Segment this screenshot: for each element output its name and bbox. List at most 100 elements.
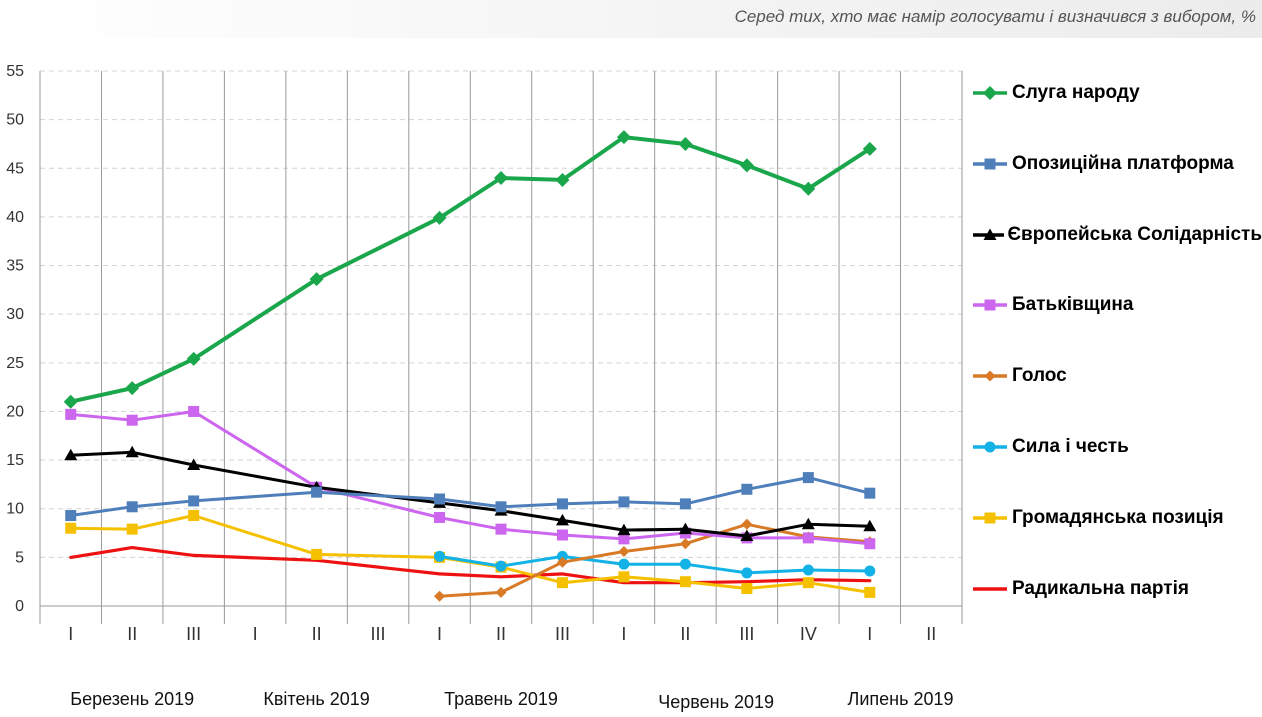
legend-swatch — [973, 512, 1007, 524]
x-tick-label: II — [127, 624, 137, 644]
data-point — [126, 414, 138, 426]
legend-swatch-marker — [984, 158, 996, 170]
data-point — [741, 518, 753, 530]
data-point — [740, 529, 754, 541]
data-point — [863, 519, 877, 532]
legend-swatch — [973, 586, 1007, 591]
data-point — [616, 130, 631, 145]
grid — [39, 70, 963, 624]
legend-label: Опозиційна платформа — [1012, 152, 1234, 174]
y-tick-label: 50 — [6, 112, 24, 129]
data-point — [801, 517, 815, 530]
series-layer — [63, 130, 877, 602]
x-tick-label: I — [621, 624, 626, 644]
data-point — [434, 511, 446, 523]
x-tick-label: III — [186, 624, 201, 644]
series-line — [69, 514, 872, 594]
data-point — [434, 590, 446, 602]
data-point — [556, 529, 568, 541]
data-point — [618, 496, 630, 508]
data-point — [802, 532, 814, 544]
x-tick-label: I — [68, 624, 73, 644]
legend-item: Слуга народу — [972, 78, 1262, 108]
legend-swatch-marker — [984, 441, 996, 453]
series-line — [69, 450, 872, 538]
data-point — [65, 408, 77, 420]
data-point — [434, 550, 446, 562]
data-point — [679, 498, 691, 510]
x-tick-label: III — [371, 624, 386, 644]
x-tick-label: I — [253, 624, 258, 644]
legend-item: Громадянська позиція — [972, 503, 1262, 533]
data-point — [125, 445, 139, 458]
x-tick-label: II — [312, 624, 322, 644]
data-point — [495, 560, 507, 572]
data-point — [556, 556, 568, 568]
data-point — [618, 571, 630, 583]
data-point — [555, 513, 569, 526]
legend-swatch — [973, 299, 1007, 311]
data-point — [801, 181, 816, 196]
data-point — [187, 458, 201, 470]
data-point — [802, 472, 814, 484]
x-tick-label: II — [926, 624, 936, 644]
data-point — [678, 136, 693, 151]
legend-label: Громадянська позиція — [1012, 506, 1224, 528]
legend-label: Європейська Солідарність — [1007, 223, 1262, 245]
data-point — [495, 501, 507, 513]
data-point — [679, 538, 691, 550]
data-point — [678, 522, 692, 535]
data-point — [618, 558, 630, 570]
series-line — [69, 410, 872, 546]
month-label: Червень 2019 — [658, 692, 774, 712]
series-Європейська Солідарність — [64, 445, 877, 541]
data-point — [188, 405, 200, 417]
legend-label: Батьківщина — [1012, 294, 1134, 316]
month-label: Квітень 2019 — [263, 689, 369, 709]
legend-swatch-marker — [984, 299, 996, 311]
y-tick-label: 35 — [6, 258, 24, 275]
data-point — [65, 522, 77, 534]
data-point — [741, 567, 753, 579]
legend-swatch — [973, 158, 1007, 170]
data-point — [679, 576, 691, 588]
data-point — [741, 582, 753, 594]
month-label: Травень 2019 — [444, 689, 558, 709]
data-point — [802, 577, 814, 589]
legend-label: Голос — [1012, 365, 1067, 387]
legend-label: Слуга народу — [1012, 82, 1140, 103]
y-tick-label: 10 — [6, 501, 24, 518]
subtitle-band — [0, 0, 1262, 38]
data-point — [188, 495, 200, 507]
legend-swatch — [973, 370, 1007, 382]
legend-item: Радикальна партія — [972, 574, 1262, 604]
chart-subtitle: Серед тих, хто має намір голосувати і ви… — [734, 7, 1256, 26]
y-tick-label: 20 — [6, 403, 24, 420]
data-point — [126, 501, 138, 513]
data-point — [188, 510, 200, 522]
data-point — [432, 210, 447, 225]
data-point — [63, 394, 78, 409]
y-tick-label: 45 — [6, 160, 24, 177]
legend-swatch — [973, 86, 1007, 100]
data-point — [556, 498, 568, 510]
series-line — [69, 476, 872, 517]
data-point — [864, 538, 876, 550]
data-point — [311, 486, 323, 498]
data-point — [864, 565, 876, 577]
legend-swatch-marker — [983, 86, 997, 100]
legend-swatch-marker — [984, 370, 996, 382]
data-point — [494, 171, 508, 185]
y-tick-label: 55 — [6, 63, 24, 80]
data-point — [617, 523, 631, 536]
data-point — [495, 586, 507, 598]
y-tick-label: 30 — [6, 306, 24, 323]
x-tick-label: I — [867, 624, 872, 644]
legend-label: Сила і честь — [1012, 436, 1129, 457]
legend-swatch — [973, 228, 1004, 240]
data-point — [65, 510, 77, 522]
x-tick-label: III — [555, 624, 570, 644]
data-point — [679, 558, 691, 570]
month-label: Липень 2019 — [848, 689, 954, 709]
